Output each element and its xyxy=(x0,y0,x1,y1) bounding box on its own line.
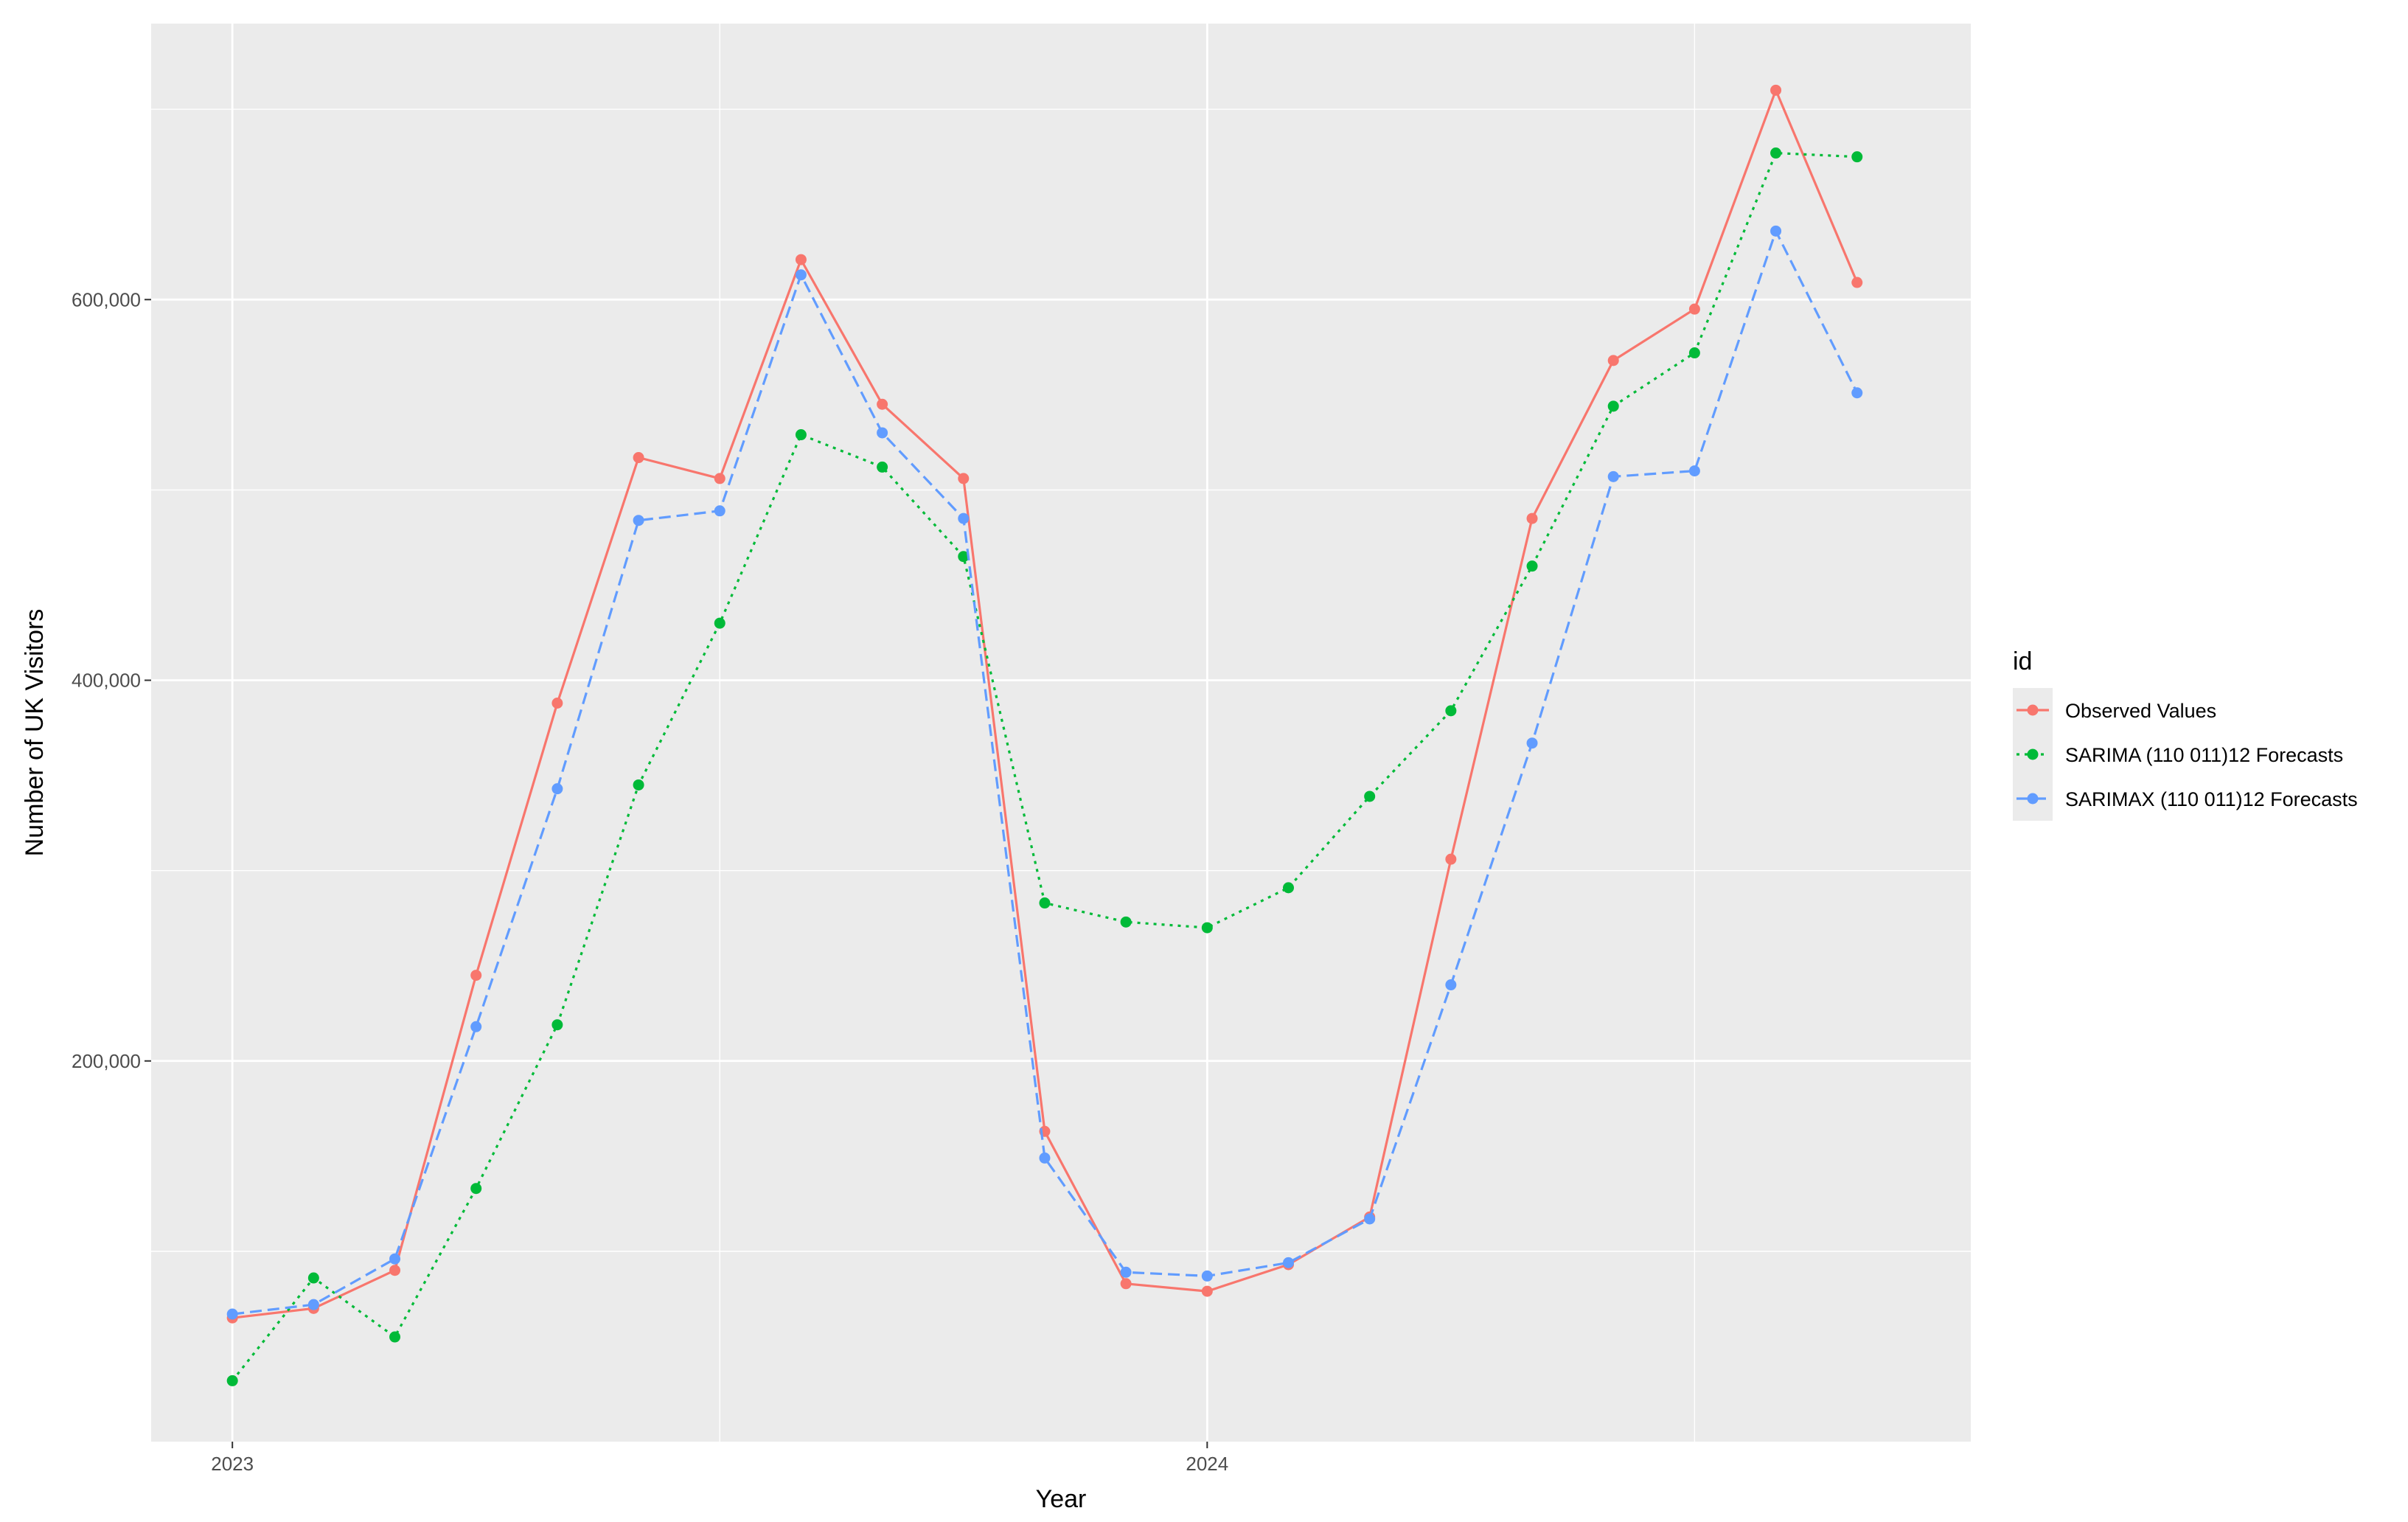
data-point xyxy=(1364,1213,1376,1225)
data-point xyxy=(1526,560,1538,572)
data-point xyxy=(1607,355,1619,366)
data-point xyxy=(1201,922,1213,934)
data-point xyxy=(307,1272,319,1284)
data-point xyxy=(795,254,807,265)
data-point xyxy=(1851,387,1863,399)
data-point xyxy=(1445,853,1457,865)
data-point xyxy=(1526,737,1538,749)
x-tick-label: 2024 xyxy=(1186,1453,1228,1475)
data-point xyxy=(958,473,970,484)
series-layer xyxy=(226,84,1863,1386)
legend: id Observed Values SARIMA (110 011)12 For… xyxy=(2013,647,2358,821)
data-point xyxy=(877,427,888,439)
data-point xyxy=(1688,465,1700,477)
y-tick-label: 400,000 xyxy=(72,670,141,692)
data-point xyxy=(795,269,807,281)
y-tick-label: 600,000 xyxy=(72,288,141,310)
legend-label: SARIMA (110 011)12 Forecasts xyxy=(2065,744,2343,766)
data-point xyxy=(1851,277,1863,288)
data-point xyxy=(1688,303,1700,315)
legend-key-point xyxy=(2027,704,2039,716)
data-point xyxy=(958,512,970,524)
data-point xyxy=(1770,225,1782,237)
data-point xyxy=(1445,705,1457,717)
data-point xyxy=(470,970,482,981)
series-3 xyxy=(226,225,1863,1320)
major-gridlines xyxy=(151,24,1971,1442)
data-point xyxy=(470,1021,482,1032)
y-tick-label: 200,000 xyxy=(72,1050,141,1072)
legend-key xyxy=(2013,688,2053,732)
plot-panel xyxy=(151,24,1971,1442)
data-point xyxy=(551,697,563,709)
data-point xyxy=(226,1308,238,1320)
data-point xyxy=(1201,1285,1213,1297)
data-point xyxy=(1120,1266,1132,1278)
y-axis-title: Number of UK Visitors xyxy=(21,609,49,857)
data-point xyxy=(714,473,725,484)
legend-label: SARIMAX (110 011)12 Forecasts xyxy=(2065,788,2358,810)
legend-key xyxy=(2013,776,2053,821)
data-point xyxy=(1039,1152,1051,1164)
data-point xyxy=(1851,151,1863,163)
series-2 xyxy=(226,147,1863,1386)
data-point xyxy=(551,1019,563,1031)
data-point xyxy=(633,452,644,464)
data-point xyxy=(1120,916,1132,928)
data-point xyxy=(1201,1270,1213,1282)
data-point xyxy=(877,461,888,473)
data-point xyxy=(1607,470,1619,482)
data-point xyxy=(1120,1278,1132,1290)
data-point xyxy=(633,779,644,790)
data-point xyxy=(714,505,725,517)
data-point xyxy=(958,551,970,563)
legend-label: Observed Values xyxy=(2065,700,2216,722)
data-point xyxy=(1445,979,1457,991)
x-tick-label: 2023 xyxy=(211,1453,254,1475)
x-axis-title: Year xyxy=(1036,1485,1087,1513)
data-point xyxy=(1607,400,1619,412)
data-point xyxy=(1283,882,1294,894)
data-point xyxy=(1283,1257,1294,1268)
data-point xyxy=(226,1375,238,1386)
data-point xyxy=(389,1331,401,1343)
legend-title: id xyxy=(2013,647,2032,675)
data-point xyxy=(1688,347,1700,359)
data-point xyxy=(714,617,725,629)
axes: 200,000 400,000 600,000 2023 2024 xyxy=(72,288,1228,1475)
data-point xyxy=(877,398,888,410)
legend-key xyxy=(2013,732,2053,776)
data-point xyxy=(1039,897,1051,909)
data-point xyxy=(551,783,563,795)
series-line xyxy=(232,229,1859,1316)
data-point xyxy=(1526,512,1538,524)
data-point xyxy=(1770,147,1782,159)
data-point xyxy=(1364,790,1376,802)
data-point xyxy=(389,1253,401,1265)
data-point xyxy=(633,515,644,527)
data-point xyxy=(389,1265,401,1276)
data-point xyxy=(307,1299,319,1310)
data-point xyxy=(795,429,807,441)
legend-key-point xyxy=(2027,793,2039,805)
data-point xyxy=(1770,84,1782,96)
data-point xyxy=(470,1183,482,1195)
minor-gridlines xyxy=(151,24,1971,1442)
legend-key-point xyxy=(2027,748,2039,760)
